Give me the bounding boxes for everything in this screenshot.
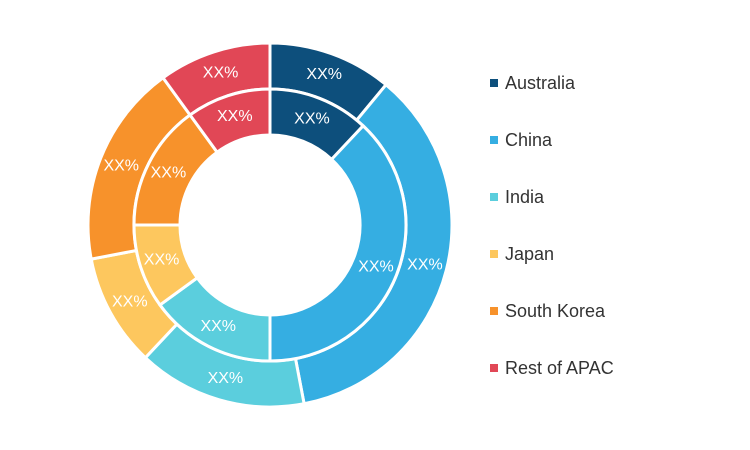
- outer-label-rest-of-apac: XX%: [203, 64, 239, 81]
- outer-label-south-korea: XX%: [103, 158, 139, 175]
- legend-item-south-korea: South Korea: [490, 300, 614, 357]
- legend-label-south-korea: South Korea: [505, 301, 606, 321]
- legend-swatch-japan: [490, 250, 498, 258]
- legend-swatch-rest-of-apac: [490, 364, 498, 372]
- legend-swatch-south-korea: [490, 307, 498, 315]
- inner-label-india: XX%: [200, 318, 236, 335]
- legend-item-rest-of-apac: Rest of APAC: [490, 357, 614, 414]
- inner-label-rest-of-apac: XX%: [217, 108, 253, 125]
- chart-legend: Australia China India Japan South Korea …: [490, 72, 614, 414]
- outer-label-china: XX%: [407, 256, 443, 273]
- inner-slice-china: [268, 123, 408, 363]
- inner-label-australia: XX%: [294, 111, 330, 128]
- legend-swatch-australia: [490, 79, 498, 87]
- legend-item-australia: Australia: [490, 72, 614, 129]
- legend-label-japan: Japan: [505, 244, 555, 264]
- legend-item-india: India: [490, 186, 614, 243]
- inner-slice-rest-of-apac: [187, 87, 272, 155]
- legend-label-rest-of-apac: Rest of APAC: [505, 358, 614, 378]
- outer-label-japan: XX%: [112, 294, 148, 311]
- legend-label-china: China: [505, 130, 553, 150]
- inner-label-south-korea: XX%: [151, 165, 187, 182]
- inner-label-china: XX%: [358, 258, 394, 275]
- legend-swatch-india: [490, 193, 498, 201]
- legend-swatch-china: [490, 136, 498, 144]
- outer-label-australia: XX%: [306, 66, 342, 83]
- legend-label-australia: Australia: [505, 73, 576, 93]
- inner-label-japan: XX%: [144, 252, 180, 269]
- legend-label-india: India: [505, 187, 545, 207]
- outer-label-india: XX%: [208, 370, 244, 387]
- legend-item-japan: Japan: [490, 243, 614, 300]
- legend-item-china: China: [490, 129, 614, 186]
